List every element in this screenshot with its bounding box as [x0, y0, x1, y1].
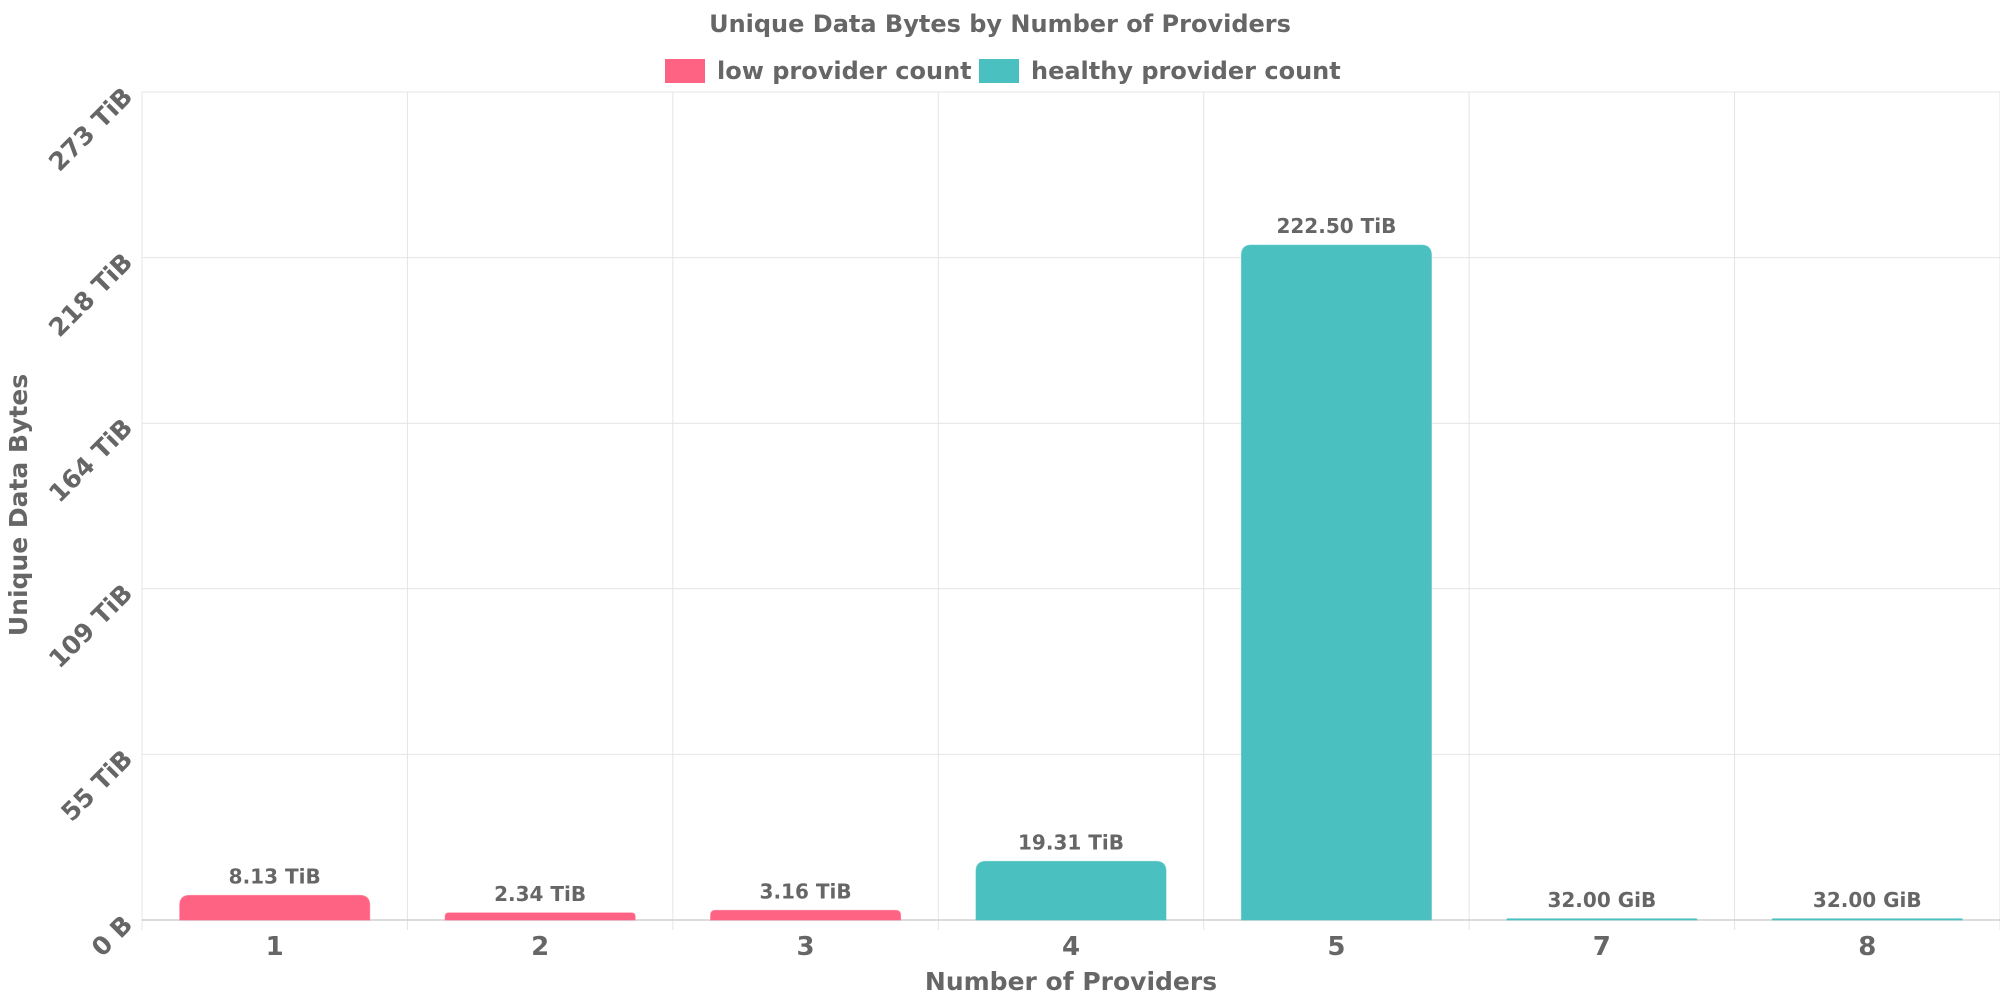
x-tick-label: 5: [1327, 932, 1345, 962]
bar[interactable]: [710, 909, 902, 921]
bar[interactable]: [975, 860, 1167, 921]
x-tick-label: 8: [1858, 932, 1876, 962]
x-tick-label: 2: [531, 932, 549, 962]
bar[interactable]: [1506, 918, 1698, 921]
legend-swatch[interactable]: [979, 59, 1019, 83]
legend: low provider count healthy provider count: [665, 57, 1341, 85]
y-axis-label: Unique Data Bytes: [4, 374, 33, 636]
bar-value-label: 8.13 TiB: [229, 864, 321, 888]
y-tick-label: 0 B: [86, 910, 138, 962]
legend-swatch[interactable]: [665, 59, 705, 83]
chart-title: Unique Data Bytes by Number of Providers: [709, 10, 1291, 38]
y-tick-label: 273 TiB: [43, 82, 138, 177]
bars: 8.13 TiB 2.34 TiB 3.16 TiB 19.31 TiB 222.50 …: [179, 214, 1963, 921]
y-tick-label: 164 TiB: [43, 413, 138, 508]
bar-value-label: 19.31 TiB: [1018, 830, 1124, 854]
bar-value-label: 222.50 TiB: [1276, 214, 1396, 238]
x-axis-label: Number of Providers: [925, 967, 1217, 996]
y-axis-ticks: 0 B 55 TiB 109 TiB 164 TiB 218 TiB 273 TiB: [43, 82, 138, 962]
x-axis-ticks: 1 2 3 4 5 7 8: [266, 932, 1877, 962]
x-tick-label: 7: [1593, 932, 1611, 962]
x-tick-label: 4: [1062, 932, 1080, 962]
bar-value-label: 32.00 GiB: [1813, 888, 1922, 912]
x-tick-label: 3: [797, 932, 815, 962]
legend-label[interactable]: healthy provider count: [1031, 57, 1341, 85]
bar-value-label: 32.00 GiB: [1547, 888, 1656, 912]
bar[interactable]: [444, 912, 636, 921]
bar[interactable]: [179, 894, 371, 921]
y-tick-label: 218 TiB: [43, 247, 138, 342]
legend-label[interactable]: low provider count: [717, 57, 972, 85]
bar-value-label: 2.34 TiB: [494, 882, 586, 906]
bar-value-label: 3.16 TiB: [760, 879, 852, 903]
gridlines: [141, 91, 2000, 930]
x-tick-label: 1: [266, 932, 284, 962]
y-tick-label: 55 TiB: [55, 744, 138, 827]
y-tick-label: 109 TiB: [43, 579, 138, 674]
bar[interactable]: [1771, 918, 1963, 921]
bar[interactable]: [1240, 244, 1432, 921]
